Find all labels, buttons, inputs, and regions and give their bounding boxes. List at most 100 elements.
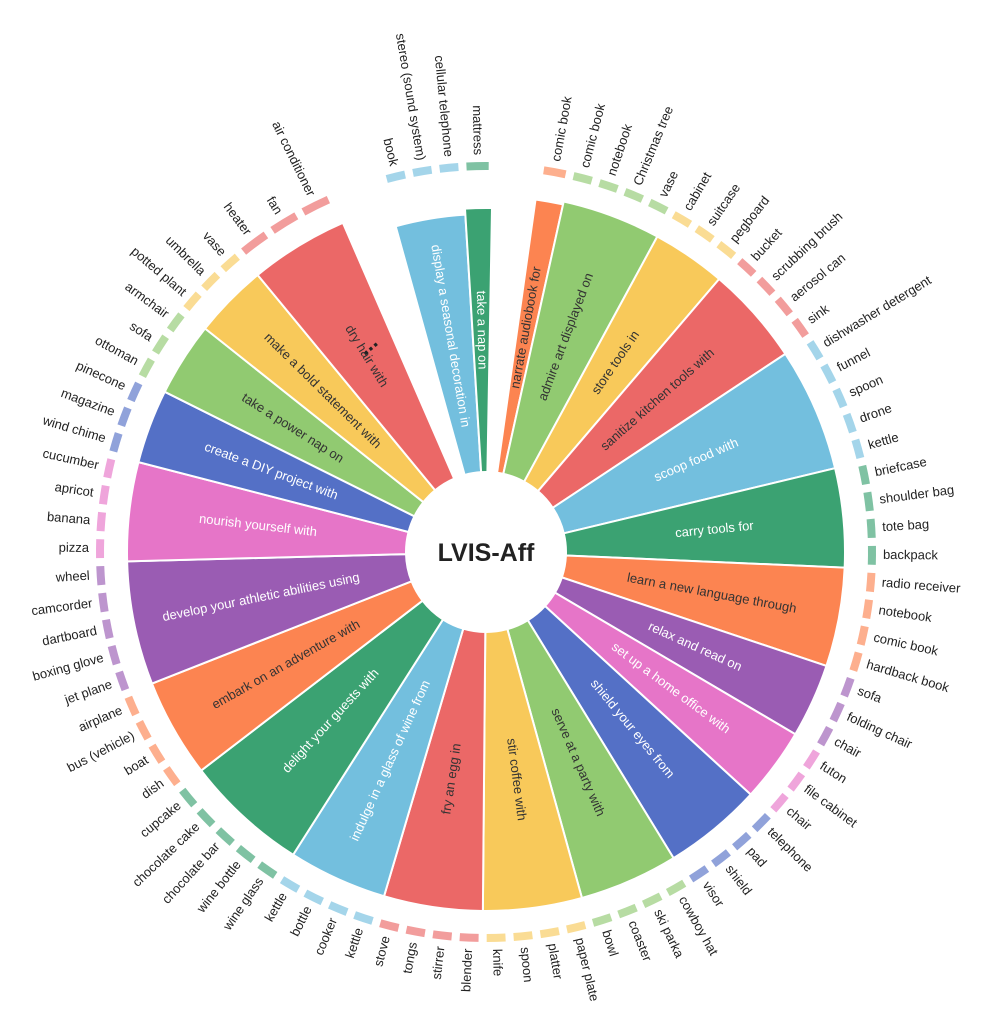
object-tick xyxy=(543,166,567,179)
object-label: shoulder bag xyxy=(878,482,954,507)
object-label: ottoman xyxy=(93,333,141,369)
object-tick xyxy=(688,865,710,883)
object-tick xyxy=(241,231,269,255)
segment-label: take a nap on xyxy=(474,290,491,369)
object-label: dish xyxy=(138,776,166,802)
object-tick xyxy=(166,312,185,333)
object-label: knife xyxy=(490,949,506,977)
object-label: futon xyxy=(817,758,849,786)
object-label: shield xyxy=(723,862,756,898)
object-tick xyxy=(803,749,820,770)
object-label: fan xyxy=(264,194,286,217)
object-label: stove xyxy=(371,934,393,968)
object-tick xyxy=(183,291,202,312)
object-label: paper plate xyxy=(572,936,602,1003)
center-hole xyxy=(406,472,566,632)
object-tick xyxy=(96,511,107,532)
object-tick xyxy=(353,911,374,925)
object-tick xyxy=(439,162,459,173)
object-label: platter xyxy=(545,942,566,981)
object-label: stirrer xyxy=(429,945,448,980)
object-tick xyxy=(98,484,110,505)
object-tick xyxy=(301,195,331,216)
object-tick xyxy=(379,919,400,932)
object-label: cabinet xyxy=(680,169,714,213)
object-tick xyxy=(832,387,848,409)
object-tick xyxy=(179,787,198,808)
object-label: backpack xyxy=(883,547,939,562)
object-tick xyxy=(866,518,876,539)
object-tick xyxy=(671,211,693,228)
object-tick xyxy=(385,170,406,183)
object-tick xyxy=(327,901,349,916)
object-tick xyxy=(127,381,143,403)
object-tick xyxy=(124,695,140,717)
object-tick xyxy=(867,545,876,565)
object-tick xyxy=(787,771,806,792)
object-tick xyxy=(196,808,216,828)
object-tick xyxy=(858,464,870,486)
object-tick xyxy=(115,670,130,692)
object-tick xyxy=(303,889,324,906)
object-tick xyxy=(820,363,837,384)
object-tick xyxy=(774,296,793,317)
object-label: tote bag xyxy=(882,516,930,534)
object-tick xyxy=(96,565,106,586)
object-label: dishwasher detergent xyxy=(820,272,934,350)
object-label: pinecone xyxy=(74,358,128,394)
object-label: mattress xyxy=(470,105,486,156)
object-label: notebook xyxy=(878,602,934,625)
object-label: jet plane xyxy=(62,676,114,707)
object-label: telephone xyxy=(765,824,816,875)
object-label: chair xyxy=(784,803,816,833)
object-label: tongs xyxy=(399,940,420,974)
object-label: comic book xyxy=(872,630,940,659)
object-tick xyxy=(412,165,433,177)
object-label: dartboard xyxy=(41,623,99,649)
object-tick xyxy=(756,276,776,296)
object-tick xyxy=(694,225,715,243)
object-label: notebook xyxy=(604,122,635,178)
object-tick xyxy=(138,357,155,378)
object-label: boat xyxy=(121,752,151,778)
object-label: spoon xyxy=(518,946,536,983)
object-tick xyxy=(856,625,869,646)
object-tick xyxy=(107,645,121,666)
object-tick xyxy=(770,792,789,813)
object-label: radio receiver xyxy=(881,575,961,596)
object-label: cellular telephone xyxy=(432,55,457,158)
object-tick xyxy=(617,903,638,919)
object-tick xyxy=(842,412,857,434)
object-label: bowl xyxy=(599,928,621,958)
object-label: book xyxy=(380,137,401,168)
object-label: sink xyxy=(804,301,832,327)
object-tick xyxy=(817,726,834,747)
object-label: vase xyxy=(655,168,681,199)
object-label: briefcase xyxy=(873,454,928,479)
object-tick xyxy=(623,188,645,203)
object-tick xyxy=(109,432,123,453)
object-tick xyxy=(513,931,533,942)
object-label: pad xyxy=(744,844,770,870)
object-tick xyxy=(405,925,426,938)
object-tick xyxy=(851,438,865,459)
object-tick xyxy=(96,539,105,559)
object-label: cooker xyxy=(311,915,340,957)
object-label: heater xyxy=(221,200,256,239)
object-label: blender xyxy=(458,948,475,993)
object-tick xyxy=(215,827,235,846)
object-label: stereo (sound system) xyxy=(393,32,429,161)
object-tick xyxy=(665,879,687,897)
object-tick xyxy=(641,892,663,909)
object-tick xyxy=(98,592,109,613)
object-label: magazine xyxy=(59,385,117,419)
object-tick xyxy=(648,198,669,215)
object-tick xyxy=(849,651,863,672)
object-label: air conditioner xyxy=(269,119,319,200)
object-tick xyxy=(270,212,299,234)
object-label: ski parka xyxy=(651,907,687,961)
object-tick xyxy=(716,240,737,259)
object-tick xyxy=(539,927,560,939)
object-tick xyxy=(598,179,619,193)
object-tick xyxy=(466,162,489,171)
